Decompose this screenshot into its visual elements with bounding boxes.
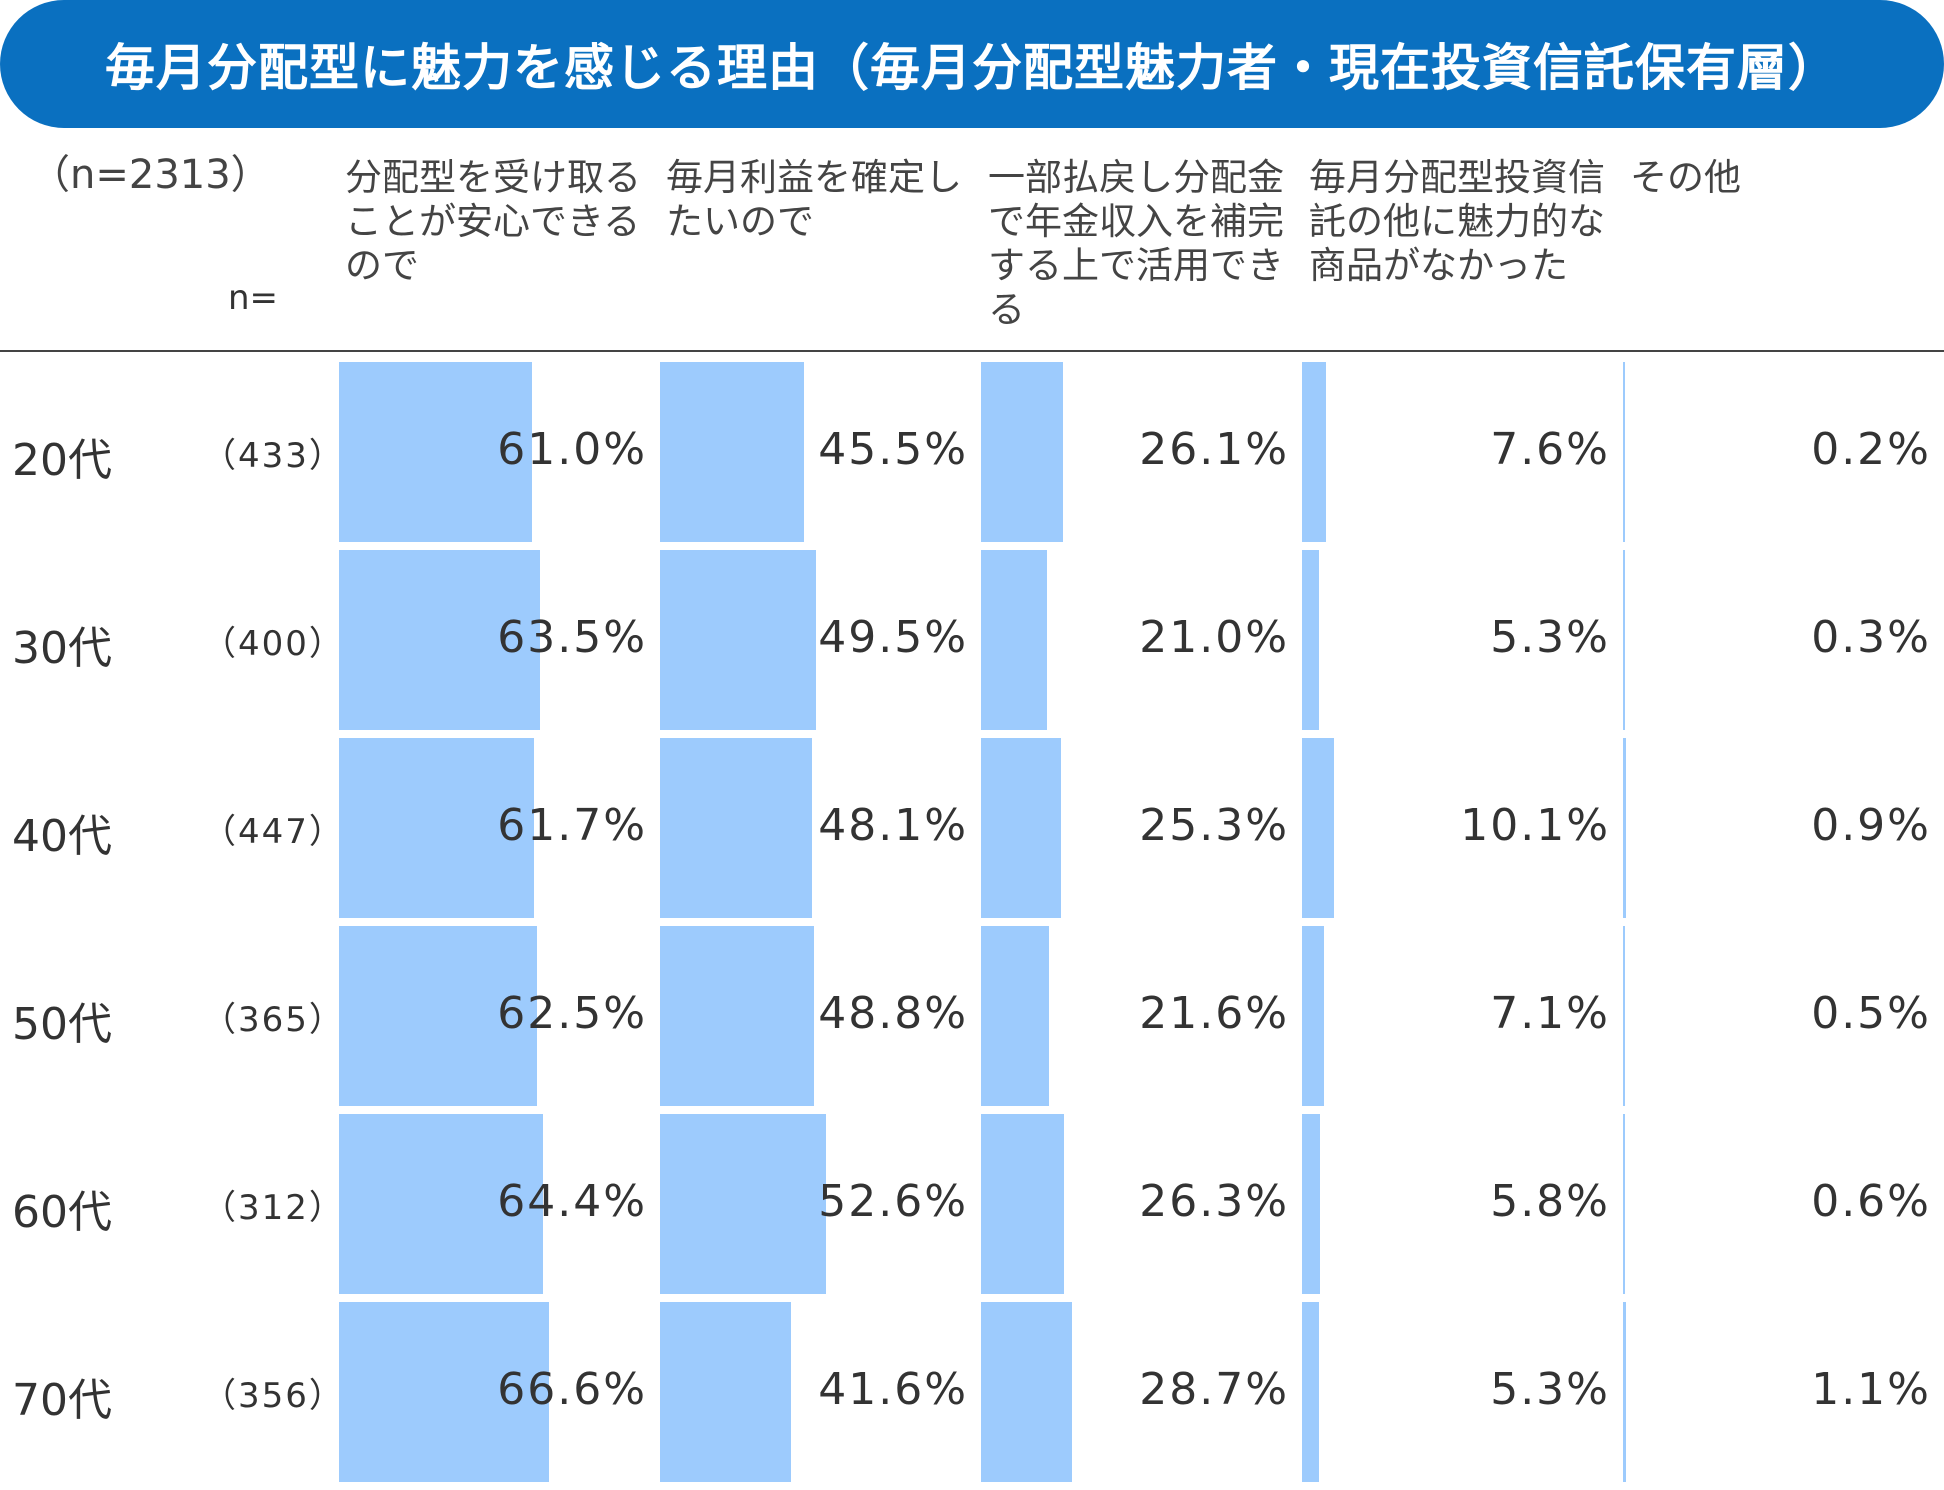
chart-title: 毎月分配型に魅力を感じる理由（毎月分配型魅力者・現在投資信託保有層） <box>105 39 1839 97</box>
column-header-4: 毎月分配型投資信託の他に魅力的な商品がなかった <box>1309 156 1605 287</box>
bar <box>1302 926 1325 1106</box>
bar-value-label: 21.6% <box>1139 988 1289 1039</box>
bar-value-label: 5.3% <box>1490 612 1610 663</box>
bar-value-label: 62.5% <box>497 988 647 1039</box>
bar <box>981 738 1061 918</box>
bar-value-label: 64.4% <box>497 1176 647 1227</box>
bar-value-label: 63.5% <box>497 612 647 663</box>
bar <box>339 550 540 730</box>
row-sample-size: （312） <box>202 1188 345 1228</box>
bar <box>660 738 812 918</box>
bar-value-label: 25.3% <box>1139 800 1289 851</box>
bar-value-label: 26.3% <box>1139 1176 1289 1227</box>
bar <box>1623 1114 1625 1294</box>
bar <box>1623 1302 1627 1482</box>
row-label: 20代 <box>12 435 112 486</box>
bar <box>339 1114 543 1294</box>
row-sample-size: （365） <box>202 1000 345 1040</box>
row-sample-size: （400） <box>202 624 345 664</box>
bar-value-label: 21.0% <box>1139 612 1289 663</box>
bar <box>1623 362 1625 542</box>
row-sample-size: （356） <box>202 1376 345 1416</box>
bar-value-label: 49.5% <box>818 612 968 663</box>
bar-value-label: 41.6% <box>818 1364 968 1415</box>
bar-value-label: 45.5% <box>818 424 968 475</box>
bar <box>660 1302 792 1482</box>
row-label: 70代 <box>12 1375 112 1426</box>
bar <box>1623 738 1626 918</box>
row-label: 40代 <box>12 811 112 862</box>
row-sample-size: （447） <box>202 812 345 852</box>
bar-value-label: 28.7% <box>1139 1364 1289 1415</box>
bar-value-label: 1.1% <box>1811 1364 1931 1415</box>
bar <box>981 1302 1072 1482</box>
bar <box>1302 1302 1319 1482</box>
bar-value-label: 66.6% <box>497 1364 647 1415</box>
row-sample-size: （433） <box>202 436 345 476</box>
bar-value-label: 61.0% <box>497 424 647 475</box>
bar-value-label: 0.5% <box>1811 988 1931 1039</box>
bar <box>1623 926 1625 1106</box>
bar-value-label: 0.2% <box>1811 424 1931 475</box>
bar-value-label: 61.7% <box>497 800 647 851</box>
bar-value-label: 7.1% <box>1490 988 1610 1039</box>
bar-value-label: 5.8% <box>1490 1176 1610 1227</box>
bar <box>981 550 1048 730</box>
column-header-5: その他 <box>1630 156 1741 199</box>
bar-value-label: 0.9% <box>1811 800 1931 851</box>
bar-value-label: 0.3% <box>1811 612 1931 663</box>
bar <box>660 1114 827 1294</box>
bar <box>981 1114 1065 1294</box>
bar <box>339 738 534 918</box>
column-header-2: 毎月利益を確定したいので <box>666 156 962 243</box>
sample-total: （n=2313） <box>30 152 271 198</box>
bar-value-label: 52.6% <box>818 1176 968 1227</box>
bar <box>339 1302 550 1482</box>
bar <box>660 550 817 730</box>
bar-value-label: 10.1% <box>1460 800 1610 851</box>
column-header-3: 一部払戻し分配金で年金収入を補完する上で活用できる <box>988 156 1284 331</box>
bar-value-label: 7.6% <box>1490 424 1610 475</box>
bar-value-label: 26.1% <box>1139 424 1289 475</box>
bar <box>660 926 815 1106</box>
bar-value-label: 0.6% <box>1811 1176 1931 1227</box>
row-label: 60代 <box>12 1187 112 1238</box>
bar <box>981 362 1064 542</box>
column-header-1: 分配型を受け取ることが安心できるので <box>345 156 641 287</box>
bar <box>339 362 532 542</box>
bar-value-label: 48.8% <box>818 988 968 1039</box>
bar <box>660 362 804 542</box>
bar <box>1302 362 1327 542</box>
row-label: 50代 <box>12 999 112 1050</box>
header-divider <box>0 350 1944 352</box>
bar <box>339 926 537 1106</box>
bar <box>1302 550 1319 730</box>
row-label: 30代 <box>12 623 112 674</box>
n-column-label: n= <box>228 278 279 318</box>
bar-value-label: 5.3% <box>1490 1364 1610 1415</box>
bar <box>1302 1114 1321 1294</box>
bar <box>1302 738 1334 918</box>
bar <box>1623 550 1625 730</box>
title-banner: 毎月分配型に魅力を感じる理由（毎月分配型魅力者・現在投資信託保有層） <box>0 0 1944 128</box>
bar-value-label: 48.1% <box>818 800 968 851</box>
bar <box>981 926 1050 1106</box>
